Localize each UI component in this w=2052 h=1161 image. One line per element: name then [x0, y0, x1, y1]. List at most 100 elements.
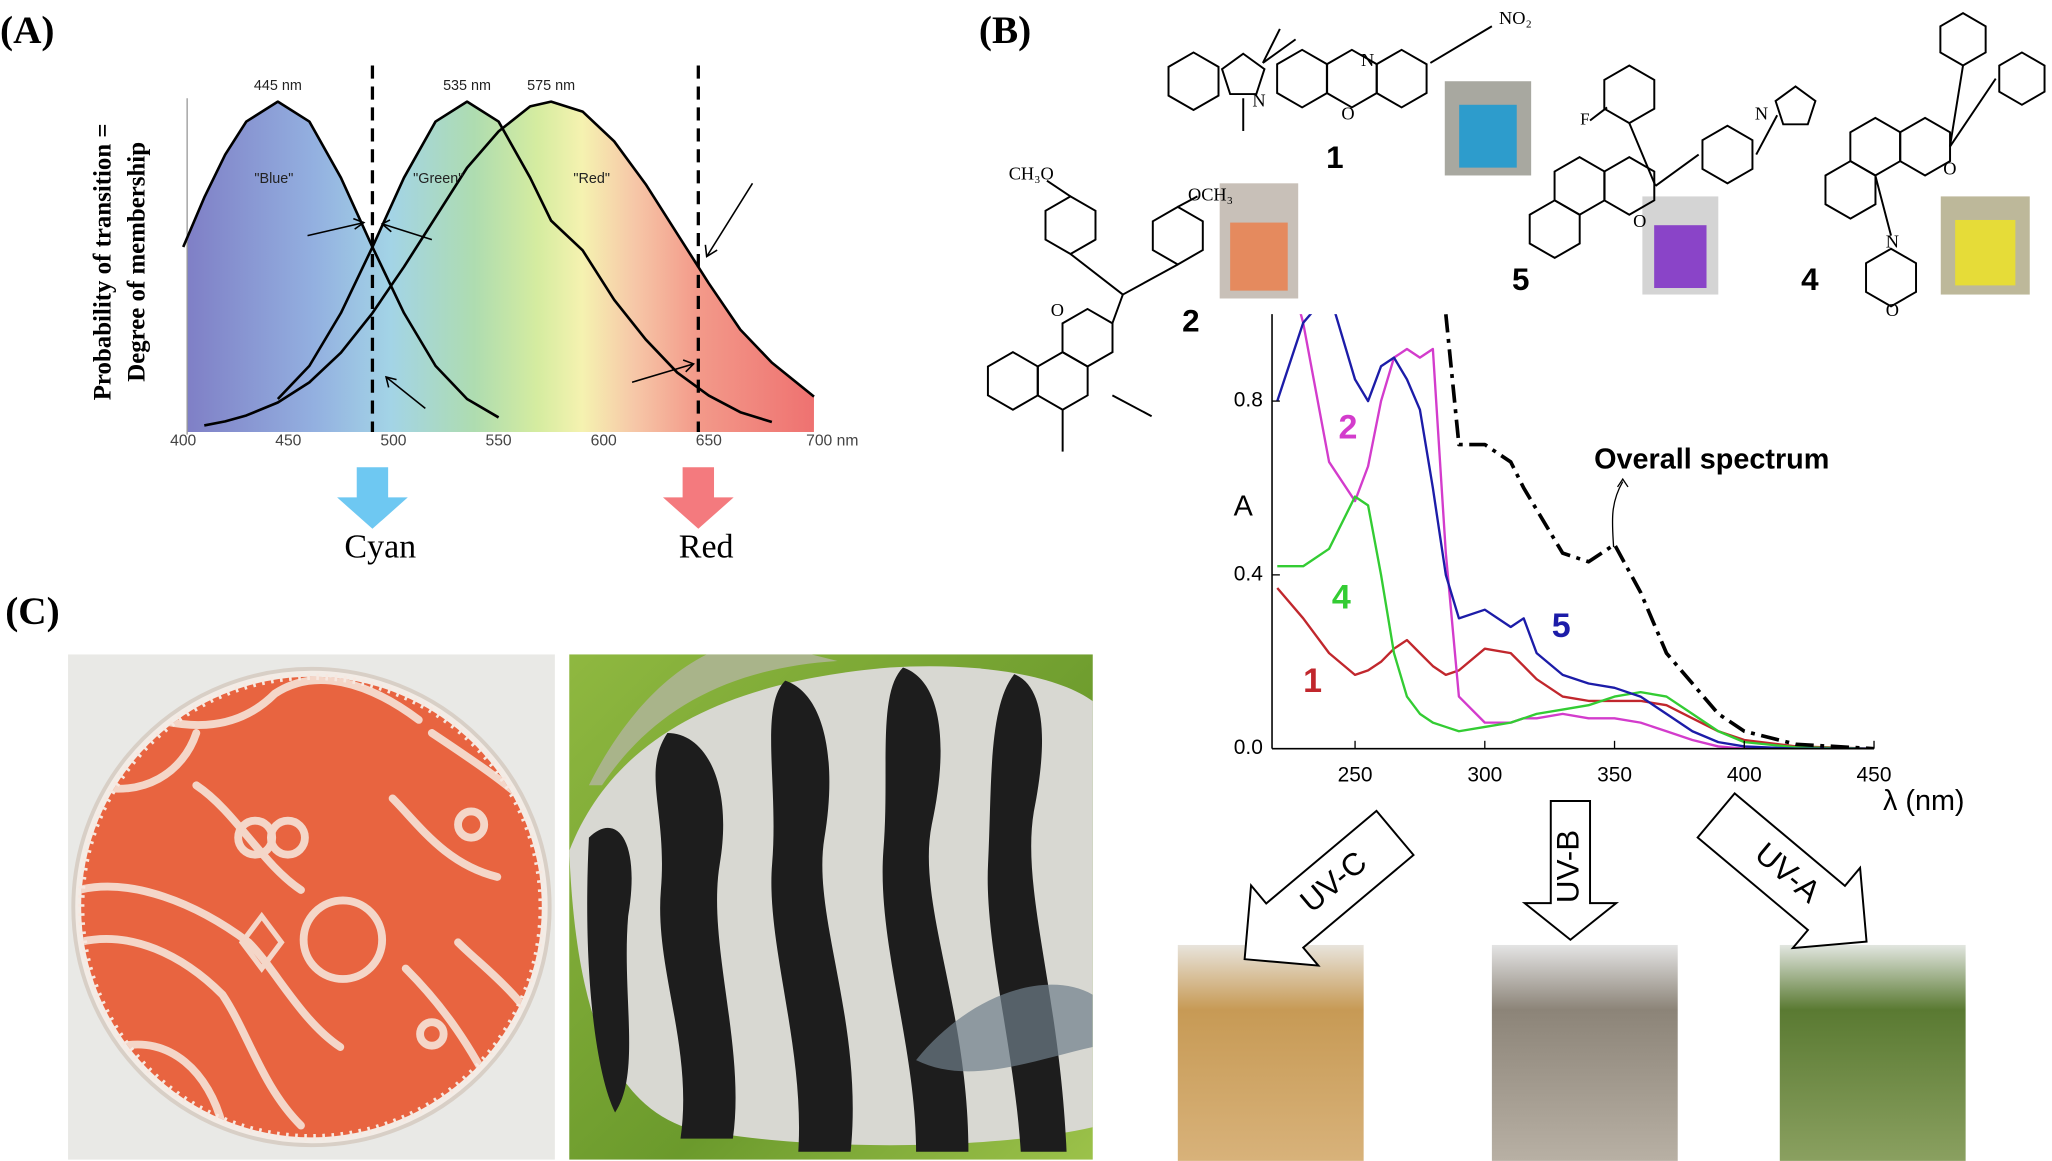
atom-label: CH₃O: [1009, 164, 1054, 184]
x-tick-label: 500: [380, 432, 406, 449]
series-line: [1276, 587, 1875, 749]
atom-label: O: [1886, 300, 1899, 320]
ring: [1998, 51, 2046, 106]
fish: [569, 654, 1093, 1152]
ring: [1528, 199, 1581, 260]
series-line: [1299, 314, 1875, 749]
x-tick-label: 400: [170, 432, 196, 449]
atom-label: N: [1886, 232, 1899, 252]
series-label: 2: [1338, 408, 1357, 446]
ring: [1044, 195, 1097, 256]
ring: [1603, 64, 1656, 125]
x-tick-label: 600: [591, 432, 617, 449]
series-label: 4: [1332, 578, 1351, 616]
cuvette-photo: [1491, 944, 1678, 1161]
bond: [1654, 153, 1700, 187]
bond: [1111, 294, 1124, 324]
x-tick-label: 450: [1857, 764, 1892, 787]
bond: [1874, 175, 1892, 236]
ring: [1036, 351, 1089, 411]
uv-band-label: UV-B: [1551, 830, 1586, 903]
series-line: [1443, 314, 1875, 749]
cuvette-solution: [1955, 219, 2016, 286]
y-tick-label: 0.4: [1234, 562, 1263, 585]
panel-label: (C): [5, 590, 60, 633]
ring: [1939, 12, 1987, 67]
compound-number: 2: [1182, 304, 1199, 339]
bond: [1111, 394, 1153, 418]
x-tick-label: 700 nm: [806, 432, 858, 449]
atom-label: F: [1580, 109, 1589, 128]
cuvette-solution: [1459, 104, 1517, 168]
dish-pattern: [81, 676, 542, 1130]
annotation-arrowhead: [1616, 477, 1629, 488]
cuvette-photo: [1779, 944, 1966, 1161]
compound-number: 5: [1512, 262, 1529, 297]
peak-label: 535 nm: [443, 78, 491, 94]
bond: [1261, 28, 1281, 64]
atom-label: O: [1051, 300, 1064, 320]
bond: [1262, 38, 1297, 64]
atom-label: NO₂: [1499, 8, 1532, 28]
y-axis-label: Degree of membership: [123, 142, 150, 382]
x-tick-label: 550: [485, 432, 511, 449]
atom-label: O: [1633, 211, 1646, 231]
ring: [1167, 51, 1220, 112]
series-label: Overall spectrum: [1594, 443, 1829, 475]
ring: [1375, 48, 1428, 109]
y-tick-label: 0.8: [1234, 389, 1263, 412]
bond: [1948, 65, 1964, 147]
atom-label: N: [1252, 90, 1265, 110]
ring: [1276, 48, 1329, 109]
uv-arrow: [1243, 791, 1868, 967]
ring: [1151, 205, 1204, 266]
series-label: 1: [1303, 662, 1322, 700]
x-axis-label: λ (nm): [1883, 785, 1965, 817]
bond: [1429, 25, 1493, 64]
ring: [1824, 159, 1877, 220]
peak-label: 445 nm: [254, 78, 302, 94]
ring: [986, 351, 1039, 411]
marker-arrow: [662, 467, 734, 529]
bond: [1755, 114, 1779, 155]
ring: [1553, 156, 1606, 216]
series-line: [1276, 314, 1875, 749]
bond: [1122, 263, 1179, 296]
bond: [1177, 195, 1198, 208]
atom-label: O: [1341, 103, 1354, 123]
band-label: "Blue": [254, 171, 293, 187]
x-tick-label: 400: [1727, 764, 1762, 787]
bond: [1628, 122, 1657, 187]
atom-label: O: [1943, 158, 1956, 178]
bond: [1949, 78, 1997, 148]
series-line: [276, 100, 773, 424]
y-axis-label: A: [1234, 490, 1254, 522]
peak-label: 575 nm: [527, 78, 575, 94]
annotation-arrow: [1611, 481, 1624, 548]
ring: [1865, 247, 1918, 308]
x-tick-label: 350: [1597, 764, 1632, 787]
ring: [1774, 85, 1817, 126]
panel-label: (B): [979, 9, 1031, 52]
ring: [1849, 116, 1902, 177]
ring: [1701, 124, 1754, 185]
bond: [1069, 253, 1124, 296]
atom-label: N: [1755, 103, 1768, 123]
x-tick-label: 250: [1338, 764, 1373, 787]
x-tick-label: 450: [275, 432, 301, 449]
cuvette-photo: [1177, 944, 1364, 1161]
series-line: [182, 100, 500, 419]
marker-arrow: [337, 467, 408, 529]
cuvette-solution: [1654, 225, 1707, 289]
pointer-arrows: [307, 182, 754, 410]
series-line: [1277, 495, 1875, 749]
cuvette-solution: [1230, 222, 1288, 291]
compound-number: 4: [1801, 262, 1819, 297]
atom-label: OCH₃: [1188, 185, 1233, 205]
ring: [1220, 52, 1266, 96]
y-axis-label: Probability of transition =: [89, 123, 116, 400]
bond: [1589, 106, 1608, 122]
ring: [1061, 307, 1114, 368]
x-tick-label: 300: [1467, 764, 1502, 787]
